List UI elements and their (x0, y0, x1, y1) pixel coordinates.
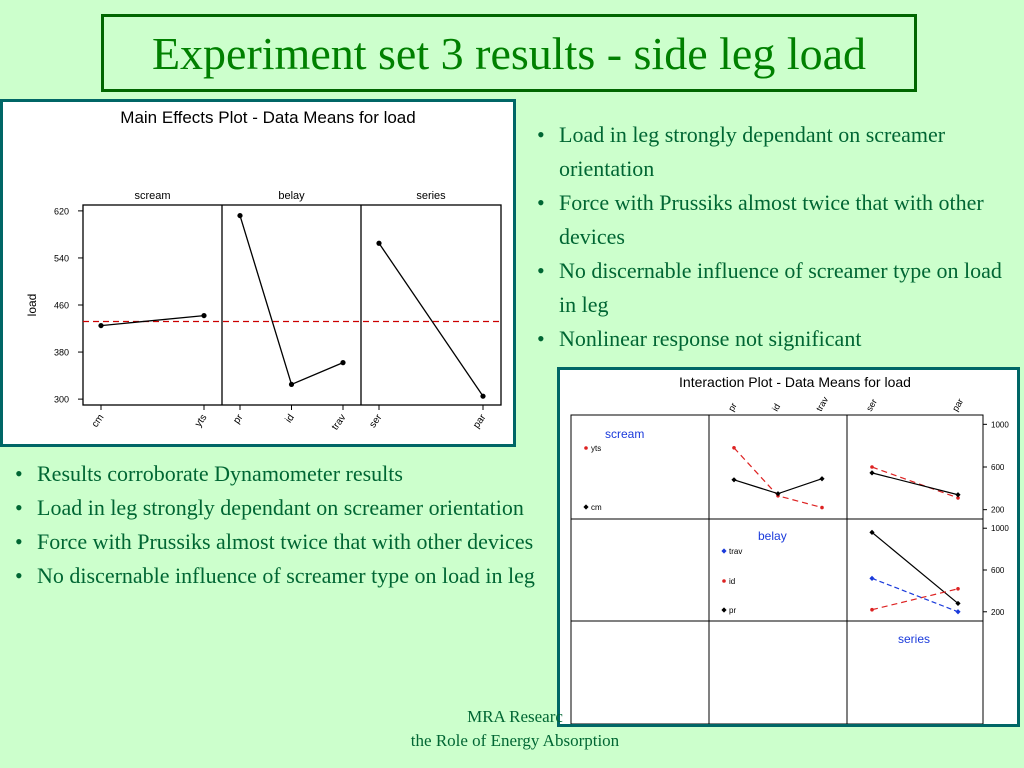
left-bullet-list: Results corroborate Dynamometer results … (13, 457, 543, 593)
data-point-belay-pr (237, 212, 243, 219)
interaction-point-cm (775, 491, 781, 497)
footer-line-2: the Role of Energy Absorption (410, 731, 620, 750)
top-axis-label-ser: ser (864, 397, 879, 413)
panel-label-series: series (416, 190, 446, 202)
left-bullet-2: Load in leg strongly dependant on scream… (13, 491, 543, 525)
x-tick-label-yts: yts (193, 412, 209, 429)
panel-label-scream: scream (134, 190, 170, 202)
y-tick-label: 380 (54, 348, 69, 358)
legend-label-cm: cm (591, 503, 602, 512)
right-bullet-4: Nonlinear response not significant (535, 322, 1015, 356)
interaction-point-cm (869, 470, 875, 476)
x-tick-label-trav: trav (330, 412, 349, 432)
interaction-point-cm (819, 476, 825, 482)
left-bullet-3: Force with Prussiks almost twice that wi… (13, 525, 543, 559)
x-tick-label-ser: ser (367, 412, 384, 430)
data-point-scream-cm (98, 322, 104, 329)
plot-area (570, 414, 984, 725)
right-y-tick-label: 1000 (991, 420, 1009, 429)
legend-label-pr: pr (729, 606, 736, 615)
top-axis-label-pr: pr (726, 401, 739, 413)
legend-marker-cm (583, 504, 589, 510)
main-effects-chart: Main Effects Plot - Data Means for load l… (25, 108, 502, 432)
legend-marker-pr (721, 607, 727, 613)
interaction-point-yts (870, 465, 874, 469)
footer-line-1: MRA Researc (467, 707, 563, 726)
chart-title: Main Effects Plot - Data Means for load (120, 108, 415, 127)
interaction-line-scream-series-yts (871, 466, 959, 499)
interaction-line-belay-series-id (871, 588, 959, 611)
interaction-point-yts (732, 446, 736, 450)
interaction-point-yts (956, 496, 960, 500)
data-point-belay-trav (340, 360, 346, 366)
legend-marker-yts (584, 446, 588, 450)
interaction-point-trav (955, 609, 961, 615)
data-point-series-ser (376, 240, 382, 246)
factor-label-belay: belay (758, 529, 787, 543)
y-tick-label: 620 (54, 206, 69, 216)
interaction-line-scream-series-cm (871, 472, 959, 496)
right-y-tick-label: 200 (991, 506, 1005, 515)
legend-marker-trav (721, 548, 727, 554)
data-point-series-par (480, 393, 486, 399)
data-point-scream-yts (201, 312, 207, 319)
interaction-line-belay-series-pr (871, 531, 959, 604)
interaction-point-trav (869, 575, 875, 581)
factor-label-series: series (898, 632, 930, 646)
top-axis-label-trav: trav (814, 395, 830, 413)
right-y-tick-label: 200 (991, 608, 1005, 617)
legend-label-yts: yts (591, 444, 601, 453)
main-effect-line-belay (239, 215, 344, 386)
y-tick-label: 460 (54, 301, 69, 311)
y-axis-label: load (25, 294, 39, 317)
interaction-point-cm (955, 492, 961, 498)
legend-label-trav: trav (729, 547, 742, 556)
x-tick-label-par: par (471, 412, 489, 431)
interaction-chart: Interaction Plot - Data Means for load pr… (570, 374, 1009, 725)
interaction-chart-frame: Interaction Plot - Data Means for load pr… (557, 367, 1020, 727)
x-tick-label-id: id (283, 412, 296, 425)
right-bullet-3: No discernable influence of screamer typ… (535, 254, 1015, 322)
interaction-point-yts (820, 505, 824, 510)
chart-title: Interaction Plot - Data Means for load (679, 374, 911, 390)
data-point-belay-id (288, 381, 295, 388)
left-bullet-1: Results corroborate Dynamometer results (13, 457, 543, 491)
y-tick-label: 540 (54, 253, 69, 263)
factor-label-scream: scream (605, 427, 644, 441)
plot-area (82, 204, 502, 406)
right-y-tick-label: 600 (991, 566, 1005, 575)
interaction-point-id (870, 607, 874, 612)
x-tick-label-cm: cm (90, 412, 107, 429)
slide-title-box: Experiment set 3 results - side leg load (101, 14, 917, 92)
right-bullet-2: Force with Prussiks almost twice that wi… (535, 186, 1015, 254)
right-bullet-1: Load in leg strongly dependant on scream… (535, 118, 1015, 186)
main-effect-line-series (378, 242, 484, 397)
top-axis-label-id: id (770, 402, 782, 413)
legend-marker-id (722, 579, 726, 583)
interaction-point-id (956, 587, 960, 591)
top-axis-label-par: par (950, 397, 965, 413)
right-bullet-list: Load in leg strongly dependant on scream… (535, 118, 1015, 356)
legend-label-id: id (729, 577, 735, 586)
panel-label-belay: belay (278, 190, 305, 202)
right-y-tick-label: 600 (991, 463, 1005, 472)
slide-footer: MRA Researc the Role of Energy Absorptio… (300, 705, 730, 753)
slide-title: Experiment set 3 results - side leg load (151, 27, 867, 79)
right-y-tick-label: 1000 (991, 524, 1009, 533)
y-tick-label: 300 (54, 395, 69, 405)
main-effect-line-scream (100, 314, 205, 327)
interaction-line-belay-series-trav (871, 577, 959, 613)
main-effects-chart-frame: Main Effects Plot - Data Means for load l… (0, 99, 516, 447)
interaction-point-cm (731, 477, 737, 483)
x-tick-label-pr: pr (231, 412, 245, 426)
interaction-line-scream-belay-yts (733, 447, 823, 509)
left-bullet-4: No discernable influence of screamer typ… (13, 559, 543, 593)
